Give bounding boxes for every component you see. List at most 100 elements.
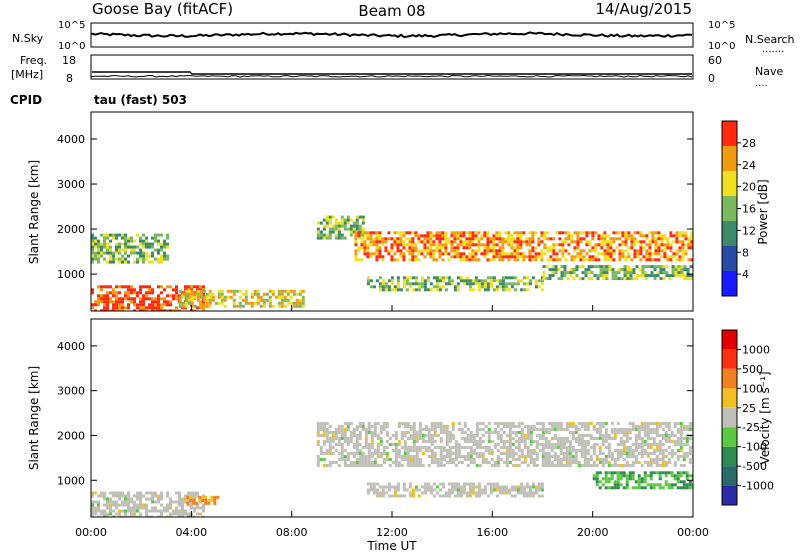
echo-cell bbox=[157, 242, 160, 246]
echo-cell bbox=[145, 251, 148, 255]
echo-cell bbox=[538, 422, 542, 425]
echo-cell bbox=[184, 494, 187, 498]
echo-cell bbox=[292, 289, 296, 293]
echo-cell bbox=[580, 449, 584, 452]
echo-cell bbox=[598, 425, 602, 428]
echo-cell bbox=[363, 231, 367, 235]
echo-cell bbox=[343, 422, 347, 425]
echo-cell bbox=[403, 425, 407, 428]
echo-cell bbox=[166, 509, 169, 513]
echo-cell bbox=[361, 215, 365, 219]
echo-cell bbox=[601, 452, 605, 455]
echo-cell bbox=[619, 474, 623, 478]
echo-cell bbox=[207, 501, 211, 505]
echo-cell bbox=[124, 500, 127, 504]
echo-cell bbox=[91, 291, 94, 295]
echo-cell bbox=[584, 268, 588, 272]
echo-cell bbox=[175, 291, 178, 295]
echo-cell bbox=[522, 491, 526, 495]
echo-cell bbox=[346, 464, 350, 467]
echo-cell bbox=[387, 249, 391, 253]
echo-cell bbox=[429, 485, 433, 489]
echo-cell bbox=[142, 239, 145, 243]
echo-cell bbox=[679, 431, 683, 434]
echo-cell bbox=[496, 461, 500, 464]
echo-cell bbox=[606, 252, 610, 256]
echo-cell bbox=[145, 245, 148, 249]
echo-cell bbox=[681, 258, 685, 262]
echo-cell bbox=[405, 231, 409, 235]
echo-cell bbox=[468, 240, 472, 244]
echo-cell bbox=[577, 422, 581, 425]
echo-cell bbox=[523, 443, 527, 446]
echo-cell bbox=[444, 288, 448, 292]
echo-cell bbox=[570, 240, 574, 244]
echo-cell bbox=[622, 458, 626, 461]
echo-cell bbox=[505, 425, 509, 428]
echo-cell bbox=[456, 231, 460, 235]
echo-cell bbox=[319, 446, 323, 449]
echo-cell bbox=[145, 512, 148, 516]
echo-cell bbox=[541, 458, 545, 461]
echo-cell bbox=[268, 298, 272, 302]
echo-cell bbox=[378, 252, 382, 256]
echo-cell bbox=[540, 494, 544, 498]
echo-cell bbox=[667, 458, 671, 461]
echo-cell bbox=[151, 236, 154, 240]
echo-cell bbox=[349, 440, 353, 443]
echo-cell bbox=[432, 258, 436, 262]
echo-cell bbox=[484, 449, 488, 452]
echo-cell bbox=[115, 309, 118, 311]
echo-cell bbox=[580, 434, 584, 437]
echo-cell bbox=[166, 242, 169, 246]
echo-cell bbox=[653, 274, 657, 278]
echo-cell bbox=[100, 251, 103, 255]
echo-cell bbox=[411, 237, 415, 241]
echo-cell bbox=[361, 464, 365, 467]
echo-cell bbox=[133, 260, 136, 264]
echo-cell bbox=[511, 431, 515, 434]
echo-cell bbox=[378, 491, 382, 495]
echo-cell bbox=[609, 237, 613, 241]
colorbar-tick-label: 4 bbox=[742, 268, 749, 281]
echo-cell bbox=[463, 425, 467, 428]
echo-cell bbox=[361, 221, 365, 225]
echo-cell bbox=[674, 265, 678, 269]
echo-cell bbox=[618, 258, 622, 262]
echo-cell bbox=[361, 218, 365, 222]
echo-cell bbox=[589, 455, 593, 458]
echo-cell bbox=[438, 255, 442, 259]
echo-cell bbox=[412, 446, 416, 449]
echo-cell bbox=[645, 255, 649, 259]
echo-cell bbox=[637, 434, 641, 437]
echo-cell bbox=[112, 306, 115, 310]
echo-cell bbox=[417, 249, 421, 253]
echo-cell bbox=[616, 452, 620, 455]
echo-cell bbox=[691, 443, 693, 446]
echo-cell bbox=[463, 440, 467, 443]
echo-cell bbox=[604, 440, 608, 443]
echo-cell bbox=[510, 285, 514, 289]
echo-cell bbox=[550, 449, 554, 452]
echo-cell bbox=[409, 434, 413, 437]
echo-cell bbox=[495, 482, 499, 486]
echo-cell bbox=[526, 434, 530, 437]
echo-cell bbox=[655, 446, 659, 449]
echo-cell bbox=[205, 292, 209, 296]
echo-cell bbox=[522, 488, 526, 492]
echo-cell bbox=[508, 461, 512, 464]
echo-cell bbox=[241, 292, 245, 296]
echo-cell bbox=[638, 268, 642, 272]
echo-cell bbox=[181, 292, 185, 296]
echo-cell bbox=[316, 428, 320, 431]
echo-cell bbox=[136, 494, 139, 498]
echo-cell bbox=[445, 449, 449, 452]
echo-cell bbox=[145, 257, 148, 261]
echo-cell bbox=[322, 236, 326, 240]
echo-cell bbox=[561, 252, 565, 256]
echo-cell bbox=[100, 294, 103, 298]
echo-cell bbox=[645, 234, 649, 238]
echo-cell bbox=[535, 458, 539, 461]
echo-cell bbox=[370, 446, 374, 449]
